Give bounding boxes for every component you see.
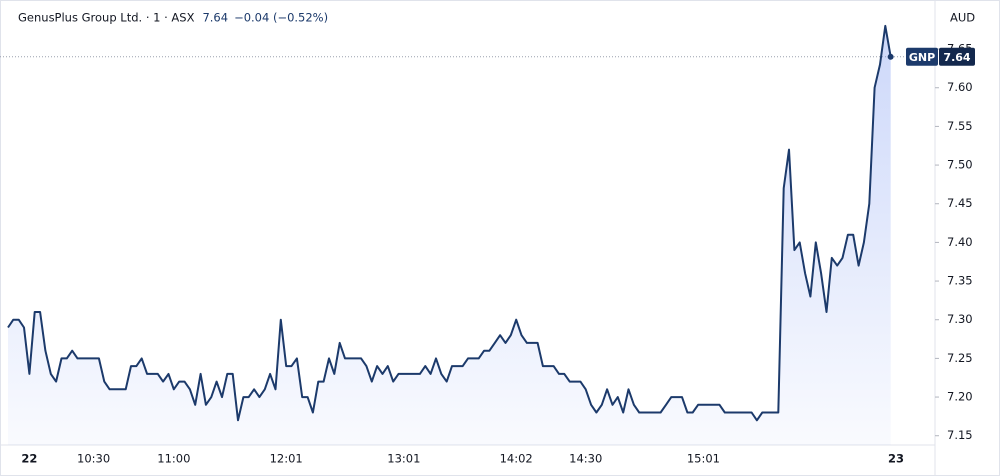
x-tick-label: 11:00: [157, 452, 190, 466]
price-line: [7, 24, 892, 422]
symbol-label: GNP: [909, 51, 935, 64]
y-tick-label: 7.45: [947, 196, 973, 210]
y-tick-label: 7.25: [947, 351, 973, 365]
chart-title: GenusPlus Group Ltd. · 1 · ASX: [18, 11, 195, 25]
y-tick-label: 7.30: [947, 312, 973, 326]
y-tick-label: 7.35: [947, 274, 973, 288]
x-tick-label: 10:30: [77, 452, 110, 466]
x-tick-label: 14:30: [569, 452, 602, 466]
y-tick-label: 7.40: [947, 235, 973, 249]
x-tick-label: 22: [21, 452, 37, 466]
x-tick-label: 13:01: [387, 452, 420, 466]
header-change: −0.04 (−0.52%): [234, 11, 328, 25]
last-point: [887, 53, 894, 60]
y-tick-label: 7.55: [947, 119, 973, 133]
currency-label: AUD: [950, 11, 975, 25]
plot: [0, 24, 935, 446]
y-tick-label: 7.15: [947, 428, 973, 442]
y-tick-label: 7.60: [947, 80, 973, 94]
y-tick-label: 7.20: [947, 390, 973, 404]
x-tick-label: 15:01: [687, 452, 720, 466]
price-tag: [939, 47, 975, 66]
price-tag-label: 7.64: [943, 51, 970, 64]
x-tick-label: 12:01: [270, 452, 303, 466]
x-tick-label: 14:02: [500, 452, 533, 466]
x-tick-label: 23: [888, 452, 904, 466]
header-price: 7.64: [202, 11, 228, 25]
y-tick-label: 7.50: [947, 158, 973, 172]
area: [8, 25, 891, 446]
symbol-tag: [906, 47, 938, 66]
